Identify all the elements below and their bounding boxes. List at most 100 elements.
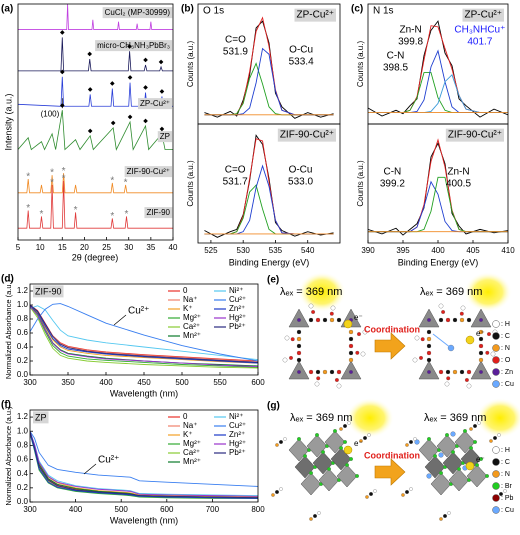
legend-label: Zn²⁺ xyxy=(229,304,245,313)
annotation: Cu²⁺ xyxy=(98,455,119,466)
panel-header: N 1s xyxy=(373,6,394,17)
legend-label: : H xyxy=(501,447,510,454)
legend-label: : C xyxy=(501,459,510,466)
peak-name: C=O xyxy=(225,165,246,176)
atom xyxy=(349,457,353,461)
y-axis-label: Counts (a.u.) xyxy=(186,41,195,88)
peak-energy: 533.0 xyxy=(288,177,313,188)
series-line xyxy=(30,431,258,499)
atom xyxy=(330,305,336,311)
y-tick-label: 1.2 xyxy=(17,286,29,295)
y-axis-label: Counts (a.u.) xyxy=(356,41,365,88)
x-axis-label: 2θ (degree) xyxy=(72,252,119,262)
series-label: ZP-Cu²⁺ xyxy=(140,99,170,108)
x-tick-label: 395 xyxy=(396,246,410,255)
y-tick-label: 0.0 xyxy=(17,497,29,506)
panel-label: (a) xyxy=(1,4,13,15)
series-line xyxy=(368,72,508,114)
electron xyxy=(465,335,475,345)
atom xyxy=(357,332,361,337)
atom xyxy=(290,337,295,342)
series-line xyxy=(30,305,258,361)
x-tick-label: 700 xyxy=(206,505,220,514)
subplot-title: ZIF-90 xyxy=(35,286,62,296)
zn-tetrahedron xyxy=(288,308,310,328)
x-tick-label: 30 xyxy=(124,243,133,252)
legend-label: 0 xyxy=(183,286,188,295)
atom xyxy=(297,437,301,441)
atom xyxy=(279,440,283,444)
series-line xyxy=(30,433,258,499)
atom xyxy=(308,303,314,309)
atom xyxy=(401,493,405,497)
excitation-label: λₑₓ = 369 nm xyxy=(424,412,486,424)
legend-atom xyxy=(492,482,500,490)
legend-atom xyxy=(492,356,500,364)
electron xyxy=(343,445,353,455)
atom xyxy=(459,369,465,375)
y-tick-label: 0.8 xyxy=(17,314,29,323)
atom xyxy=(289,355,293,360)
atom xyxy=(452,369,458,375)
x-tick-label: 400 xyxy=(431,246,445,255)
atom xyxy=(315,433,319,437)
excitation-label: λₑₓ = 369 nm xyxy=(420,286,482,298)
series-line xyxy=(368,20,508,118)
series-label: CuCl₂ (MP-30999) xyxy=(105,8,171,17)
atom xyxy=(485,350,490,355)
peak-energy: 533.4 xyxy=(289,57,314,68)
plot-area xyxy=(204,16,334,119)
series-line xyxy=(204,184,334,235)
series-line xyxy=(204,20,334,119)
atom xyxy=(308,317,314,323)
atom xyxy=(478,336,484,342)
atom xyxy=(327,467,331,471)
atom xyxy=(464,378,469,382)
plot-frame xyxy=(29,283,259,376)
atom xyxy=(469,446,473,450)
peak-marker: ◆ xyxy=(128,115,133,121)
legend-label: : C xyxy=(501,333,510,340)
x-axis-label: Wavelength (nm) xyxy=(110,388,178,398)
atom xyxy=(363,436,367,440)
y-tick-label: 0.8 xyxy=(17,440,29,449)
x-tick-label: 300 xyxy=(23,505,37,514)
atom xyxy=(296,329,302,335)
plot-frame xyxy=(367,123,509,244)
series-label-box xyxy=(124,166,172,178)
peak-marker: ◆ xyxy=(88,128,93,134)
y-tick-label: 1.2 xyxy=(17,412,29,421)
atom xyxy=(478,329,484,335)
plot-area xyxy=(368,20,508,118)
legend-atom xyxy=(492,506,500,514)
atom xyxy=(296,336,302,342)
atom xyxy=(329,369,335,375)
peak-marker: * xyxy=(26,203,30,214)
atom xyxy=(349,370,353,374)
legend-label: : Cu xyxy=(501,507,514,514)
atom xyxy=(348,336,354,342)
atom xyxy=(314,381,320,387)
atom xyxy=(459,317,465,323)
peak-marker: * xyxy=(110,211,114,222)
atom xyxy=(427,318,431,322)
legend-atom xyxy=(492,344,500,352)
atom xyxy=(426,473,432,479)
y-tick-label: 0.0 xyxy=(17,370,29,379)
peak-marker: * xyxy=(26,172,30,183)
annotation-arrow xyxy=(113,314,127,326)
peak-marker: ◆ xyxy=(128,75,133,81)
atom xyxy=(473,424,477,428)
peak-marker: * xyxy=(62,166,66,177)
annotation: Cu²⁺ xyxy=(128,306,149,317)
peak-name: C=O xyxy=(225,35,246,46)
x-tick-label: 10 xyxy=(36,243,45,252)
atom xyxy=(499,492,503,496)
peak-name: Zn-N xyxy=(447,167,469,178)
atom xyxy=(409,487,413,491)
electron-label: e⁻ xyxy=(476,455,485,464)
x-tick-label: 540 xyxy=(301,246,315,255)
peak-energy: 399.2 xyxy=(380,179,405,190)
series-line xyxy=(204,47,334,116)
series-line xyxy=(30,306,258,368)
